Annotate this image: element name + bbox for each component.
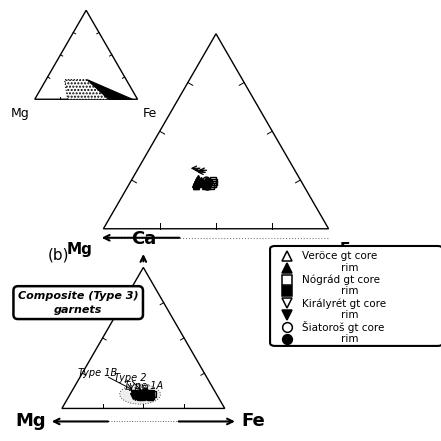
Text: Veröce gt core: Veröce gt core [302,250,377,261]
Text: rim: rim [302,310,359,320]
Text: Šiatoroš gt core: Šiatoroš gt core [302,321,384,333]
Text: Composite (Type 3)
garnets: Composite (Type 3) garnets [18,291,138,314]
Ellipse shape [120,385,161,404]
Text: Type 1B: Type 1B [78,368,117,377]
Text: rim: rim [302,334,359,344]
Text: Mg: Mg [15,412,45,430]
Text: Ca: Ca [131,230,156,248]
Text: (b): (b) [47,248,69,263]
Text: Mg: Mg [66,242,92,257]
Text: Királyrét gt core: Királyrét gt core [302,298,386,309]
Text: rim: rim [302,262,359,273]
Text: Fe: Fe [241,412,265,430]
Text: Mg: Mg [11,108,30,120]
Text: Type 2: Type 2 [114,373,146,382]
Polygon shape [64,80,109,99]
Text: Nógrád gt core: Nógrád gt core [302,274,380,285]
Text: rim: rim [302,287,359,296]
Text: Type 1A: Type 1A [124,381,163,391]
Text: Fe: Fe [340,242,360,257]
Text: Fe: Fe [142,108,157,120]
FancyBboxPatch shape [270,246,441,346]
Polygon shape [87,80,132,99]
